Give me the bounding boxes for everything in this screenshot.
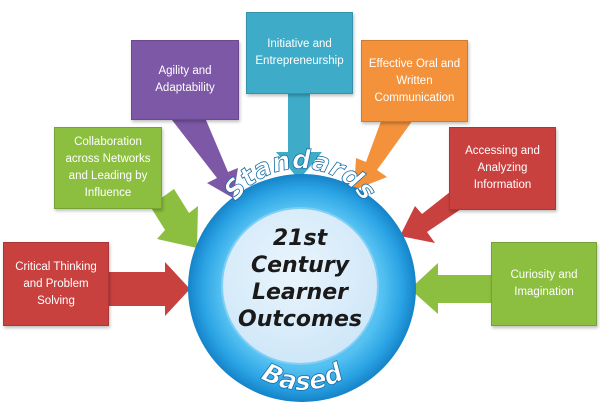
inner-circle <box>221 207 379 365</box>
box-accessing: Accessing and Analyzing Information <box>449 127 556 210</box>
box-initiative: Initiative and Entrepreneurship <box>246 12 353 94</box>
arrow-initiative <box>276 92 322 180</box>
center-line-3: Learner <box>251 280 349 305</box>
arrow-agility <box>172 120 238 198</box>
arrow-effective-oral <box>354 113 418 190</box>
center-line-4: Outcomes <box>238 307 362 332</box>
center-title: 21st Century Learner Outcomes <box>210 225 390 333</box>
center-line-2: Century <box>250 253 350 278</box>
arrow-critical-thinking <box>108 262 190 316</box>
box-agility: Agility and Adaptability <box>131 40 239 120</box>
box-curiosity: Curiosity and Imagination <box>491 242 597 326</box>
center-line-1: 21st <box>272 226 328 251</box>
arrow-curiosity <box>410 263 492 314</box>
arrow-collaboration <box>150 189 198 248</box>
box-critical-thinking: Critical Thinking and Problem Solving <box>3 242 109 326</box>
box-collaboration: Collaboration across Networks and Leadin… <box>54 127 162 209</box>
box-effective-oral: Effective Oral and Written Communication <box>361 40 468 122</box>
